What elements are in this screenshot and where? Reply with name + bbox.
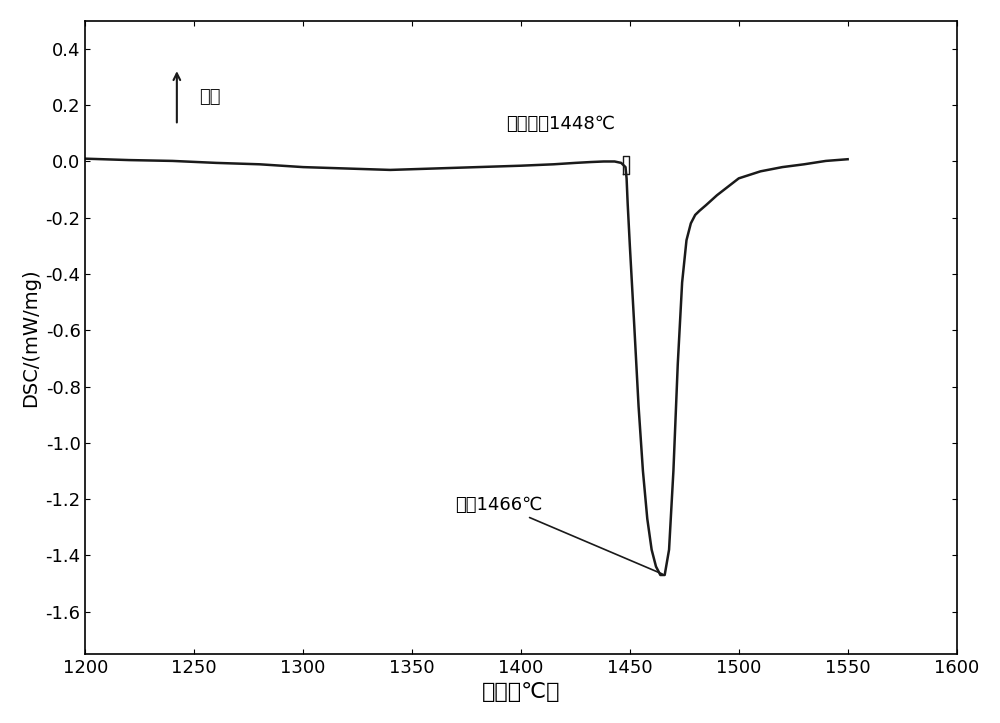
Text: 外推始点1448℃: 外推始点1448℃	[506, 116, 615, 133]
X-axis label: 温度（℃）: 温度（℃）	[482, 683, 560, 702]
Text: 放热: 放热	[199, 87, 220, 106]
Text: 峰倂1466℃: 峰倂1466℃	[456, 496, 662, 574]
Y-axis label: DSC/(mW/mg): DSC/(mW/mg)	[21, 268, 40, 406]
